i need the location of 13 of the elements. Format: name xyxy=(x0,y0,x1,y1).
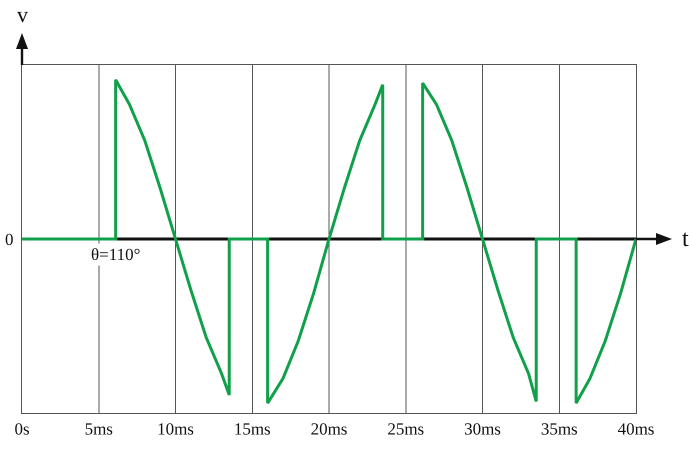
x-tick-label: 0s xyxy=(14,419,30,438)
annotation: 0 xyxy=(5,230,14,249)
x-axis-title: t xyxy=(682,226,689,252)
x-tick-label: 5ms xyxy=(84,419,113,438)
x-tick-label: 20ms xyxy=(310,419,348,438)
x-tick-label: 10ms xyxy=(157,419,194,438)
y-axis-title: v xyxy=(17,2,28,27)
x-tick-label: 25ms xyxy=(387,419,424,438)
x-tick-label: 40ms xyxy=(618,419,654,438)
x-tick-label: 15ms xyxy=(234,419,271,438)
annotation: θ=110° xyxy=(91,245,140,264)
x-tick-label: 30ms xyxy=(464,419,501,438)
x-tick-label: 35ms xyxy=(540,419,578,438)
